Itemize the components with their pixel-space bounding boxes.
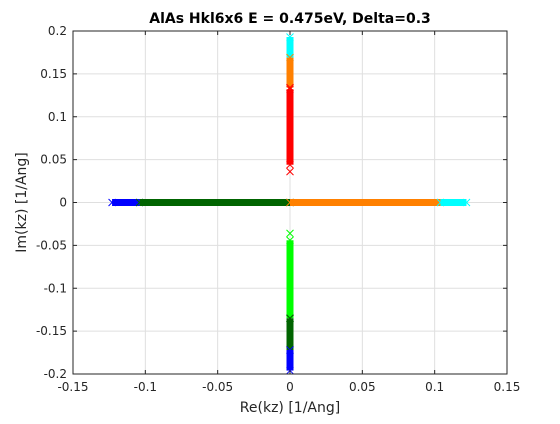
data-point xyxy=(286,33,294,41)
y-tick-label: 0 xyxy=(59,196,67,210)
x-tick-label: 0 xyxy=(286,380,294,394)
data-series xyxy=(108,198,144,207)
data-point xyxy=(286,346,294,354)
data-point xyxy=(462,198,471,207)
data-point xyxy=(286,314,294,323)
y-tick-label: 0.2 xyxy=(48,24,67,38)
y-axis-label: Im(kz) [1/Ang] xyxy=(14,152,30,252)
data-point xyxy=(286,53,294,62)
data-point xyxy=(286,229,294,238)
x-tick-label: -0.1 xyxy=(134,380,157,394)
x-tick-label: 0.15 xyxy=(494,380,521,394)
y-tick-label: 0.05 xyxy=(40,153,67,167)
x-tick-label: -0.05 xyxy=(202,380,233,394)
data-point xyxy=(286,167,294,176)
y-tick-label: -0.2 xyxy=(44,367,67,381)
data-series xyxy=(286,198,445,207)
data-layer xyxy=(108,33,471,375)
x-tick-label: 0.05 xyxy=(349,380,376,394)
y-tick-label: 0.1 xyxy=(48,110,67,124)
data-series xyxy=(286,229,294,323)
ticks: -0.15 -0.1 -0.05 0 0.05 0.1 0.15-0.2-0.15-0.1-… xyxy=(36,24,520,394)
data-point xyxy=(286,83,294,92)
data-point xyxy=(108,198,116,207)
chart-title: AlAs Hkl6x6 E = 0.475eV, Delta=0.3 xyxy=(149,11,431,27)
data-series xyxy=(436,198,471,207)
y-tick-label: -0.1 xyxy=(44,281,67,295)
y-tick-label: -0.05 xyxy=(36,238,67,252)
x-tick-label: 0.1 xyxy=(425,380,444,394)
data-point xyxy=(286,160,294,169)
data-point xyxy=(286,236,294,245)
data-point xyxy=(286,198,294,207)
data-point xyxy=(286,85,294,94)
data-series xyxy=(286,346,294,375)
data-series xyxy=(286,83,294,176)
y-tick-label: -0.15 xyxy=(36,324,67,338)
y-tick-label: 0.15 xyxy=(40,67,67,81)
x-tick-label: -0.15 xyxy=(57,380,88,394)
data-series xyxy=(135,198,294,207)
data-point xyxy=(436,198,445,207)
x-axis-label: Re(kz) [1/Ang] xyxy=(240,400,340,416)
data-point xyxy=(135,198,144,207)
